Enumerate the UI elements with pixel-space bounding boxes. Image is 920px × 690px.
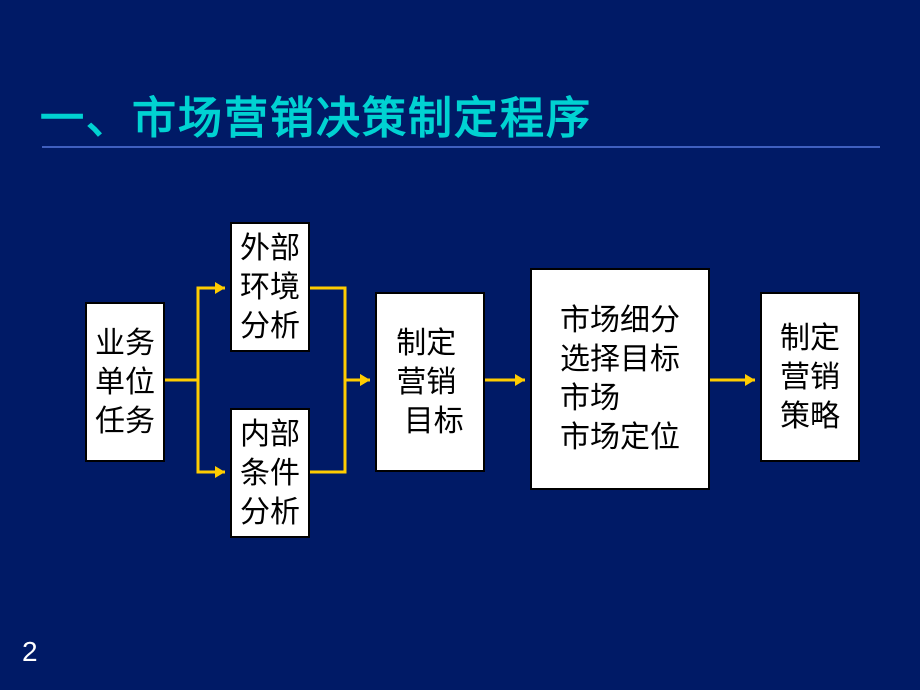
flow-node-n6: 制定 营销 策略 [760,292,860,462]
flow-node-n5: 市场细分 选择目标 市场 市场定位 [530,268,710,490]
flow-node-n4: 制定 营销 目标 [375,292,485,472]
flow-node-n1: 业务 单位 任务 [85,302,165,462]
page-number: 2 [22,636,38,668]
flow-node-n2: 外部 环境 分析 [230,222,310,352]
flow-node-n3: 内部 条件 分析 [230,408,310,538]
